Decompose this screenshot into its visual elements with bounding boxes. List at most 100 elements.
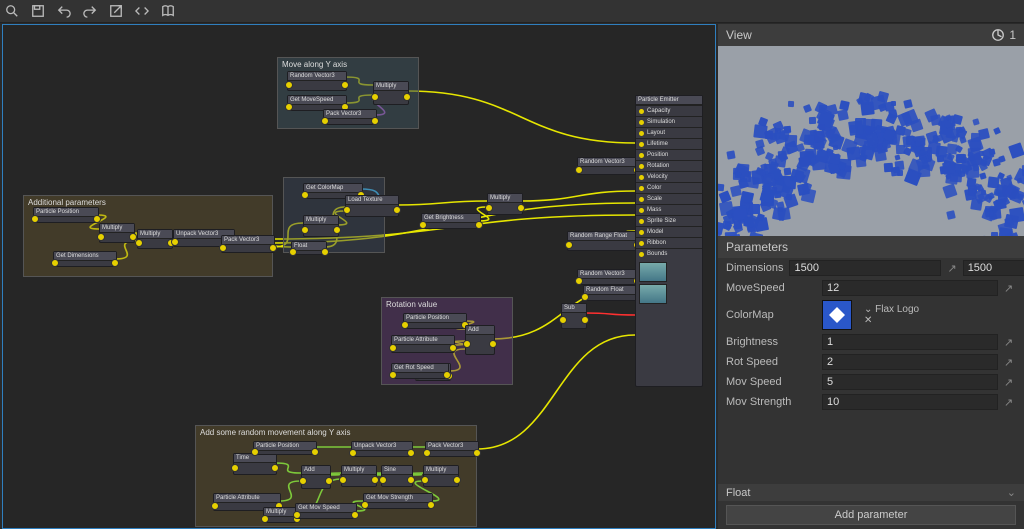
- node-n32[interactable]: Pack Vector3: [425, 441, 479, 457]
- node-n29[interactable]: Get Mov Strength: [363, 493, 433, 509]
- node-n37[interactable]: Sub: [561, 303, 587, 329]
- node-header: Particle Position: [404, 314, 466, 323]
- node-n21[interactable]: Add: [465, 325, 495, 355]
- chevron-down-icon: ⌄: [1007, 486, 1016, 499]
- add-parameter-button[interactable]: Add parameter: [726, 505, 1016, 525]
- node-n4[interactable]: Multiply: [373, 81, 409, 105]
- node-n16[interactable]: Get Dimensions: [53, 251, 117, 267]
- param-input[interactable]: [822, 374, 998, 390]
- edit-icon[interactable]: ↗: [1004, 396, 1016, 408]
- docs-icon[interactable]: [160, 3, 176, 19]
- emitter-row[interactable]: Ribbon: [636, 237, 702, 248]
- node-n30[interactable]: Multiply: [423, 465, 459, 487]
- node-n36[interactable]: Random Float: [583, 285, 641, 301]
- node-header: Multiply: [304, 216, 338, 225]
- node-n8[interactable]: Load Texture: [345, 195, 399, 217]
- emitter-row[interactable]: Lifetime: [636, 138, 702, 149]
- edit-icon[interactable]: ↗: [1004, 356, 1016, 368]
- node-n1[interactable]: Random Vector3: [287, 71, 347, 91]
- texture-thumb[interactable]: [639, 284, 667, 304]
- edit-icon[interactable]: ↗: [1004, 376, 1016, 388]
- asset-picker[interactable]: ⌄ Flax Logo: [864, 304, 919, 315]
- emitter-row[interactable]: Rotation: [636, 160, 702, 171]
- node-n12[interactable]: Multiply: [99, 223, 135, 243]
- redo-icon[interactable]: [82, 3, 98, 19]
- emitter-row[interactable]: Bounds: [636, 248, 702, 259]
- node-header: Particle Attribute: [392, 336, 454, 345]
- save-icon[interactable]: [30, 3, 46, 19]
- param-input[interactable]: [789, 260, 941, 276]
- code-icon[interactable]: [134, 3, 150, 19]
- group-title: Add some random movement along Y axis: [200, 428, 350, 437]
- node-header: Particle Position: [254, 442, 316, 451]
- emitter-row[interactable]: Mass: [636, 204, 702, 215]
- param-input[interactable]: [822, 394, 998, 410]
- node-n3[interactable]: Pack Vector3: [323, 109, 377, 125]
- node-n11[interactable]: Particle Position: [33, 207, 99, 223]
- node-n7[interactable]: Float: [291, 241, 327, 255]
- node-header: Pack Vector3: [324, 110, 376, 119]
- node-graph[interactable]: Move along Y axisAdditional parametersRo…: [2, 24, 716, 529]
- node-n17[interactable]: Particle Position: [403, 313, 467, 329]
- param-input[interactable]: [822, 334, 998, 350]
- undo-icon[interactable]: [56, 3, 72, 19]
- node-n18[interactable]: Particle Attribute: [391, 335, 455, 353]
- particle: [837, 109, 849, 121]
- node-n15[interactable]: Pack Vector3: [221, 235, 275, 253]
- emitter-row[interactable]: Layout: [636, 127, 702, 138]
- node-n10[interactable]: Multiply: [487, 193, 523, 215]
- particle: [798, 157, 809, 168]
- edit-icon[interactable]: ↗: [1004, 336, 1016, 348]
- emitter-row[interactable]: Velocity: [636, 171, 702, 182]
- export-icon[interactable]: [108, 3, 124, 19]
- param-input[interactable]: [822, 280, 998, 296]
- node-header: Random Vector3: [578, 270, 638, 279]
- node-n20[interactable]: Get Rot Speed: [391, 363, 449, 379]
- parameters-list: Dimensions↗↗MoveSpeed↗ColorMap⌄ Flax Log…: [718, 258, 1024, 412]
- particle: [979, 235, 987, 236]
- node-n13[interactable]: Multiply: [137, 229, 173, 249]
- node-n40[interactable]: Particle EmitterCapacitySimulationLayout…: [635, 95, 703, 387]
- node-n27[interactable]: Multiply: [341, 465, 377, 487]
- node-n50[interactable]: Particle Position: [253, 441, 317, 455]
- node-n9[interactable]: Get Brightness: [421, 213, 481, 229]
- view-counter[interactable]: 1: [991, 28, 1016, 42]
- type-dropdown[interactable]: Float ⌄: [718, 484, 1024, 501]
- color-swatch[interactable]: [822, 300, 852, 330]
- param-input[interactable]: [963, 260, 1024, 276]
- node-n6[interactable]: Multiply: [303, 215, 339, 237]
- node-n34[interactable]: Random Range Float: [567, 231, 639, 251]
- node-n22[interactable]: Time: [233, 453, 277, 475]
- preview-viewport[interactable]: [718, 46, 1024, 236]
- node-n31[interactable]: Unpack Vector3: [351, 441, 413, 457]
- edit-icon[interactable]: ↗: [1004, 282, 1016, 294]
- group-title: Move along Y axis: [282, 60, 347, 69]
- emitter-row[interactable]: Scale: [636, 193, 702, 204]
- node-n26[interactable]: Add: [301, 465, 331, 489]
- node-n33[interactable]: Random Vector3: [577, 157, 639, 175]
- node-n35[interactable]: Random Vector3: [577, 269, 639, 285]
- node-n25[interactable]: Get Mov Speed: [295, 503, 357, 519]
- param-input[interactable]: [822, 354, 998, 370]
- emitter-row[interactable]: Color: [636, 182, 702, 193]
- texture-thumb[interactable]: [639, 262, 667, 282]
- search-icon[interactable]: [4, 3, 20, 19]
- edit-icon[interactable]: ↗: [947, 262, 956, 274]
- emitter-row[interactable]: Model: [636, 226, 702, 237]
- node-header: Get Dimensions: [54, 252, 116, 261]
- emitter-row[interactable]: Capacity: [636, 105, 702, 116]
- view-header: View 1: [718, 24, 1024, 46]
- particle: [733, 220, 742, 229]
- particle: [942, 183, 958, 199]
- emitter-row[interactable]: Sprite Size: [636, 215, 702, 226]
- particle: [993, 127, 1000, 134]
- emitter-row[interactable]: Position: [636, 149, 702, 160]
- particle: [803, 134, 813, 144]
- clear-asset-button[interactable]: ✕: [864, 315, 919, 326]
- particle: [788, 101, 795, 108]
- node-header: Load Texture: [346, 196, 398, 205]
- node-header: Multiply: [374, 82, 408, 91]
- emitter-row[interactable]: Simulation: [636, 116, 702, 127]
- particle: [783, 168, 791, 176]
- node-n28[interactable]: Sine: [381, 465, 413, 487]
